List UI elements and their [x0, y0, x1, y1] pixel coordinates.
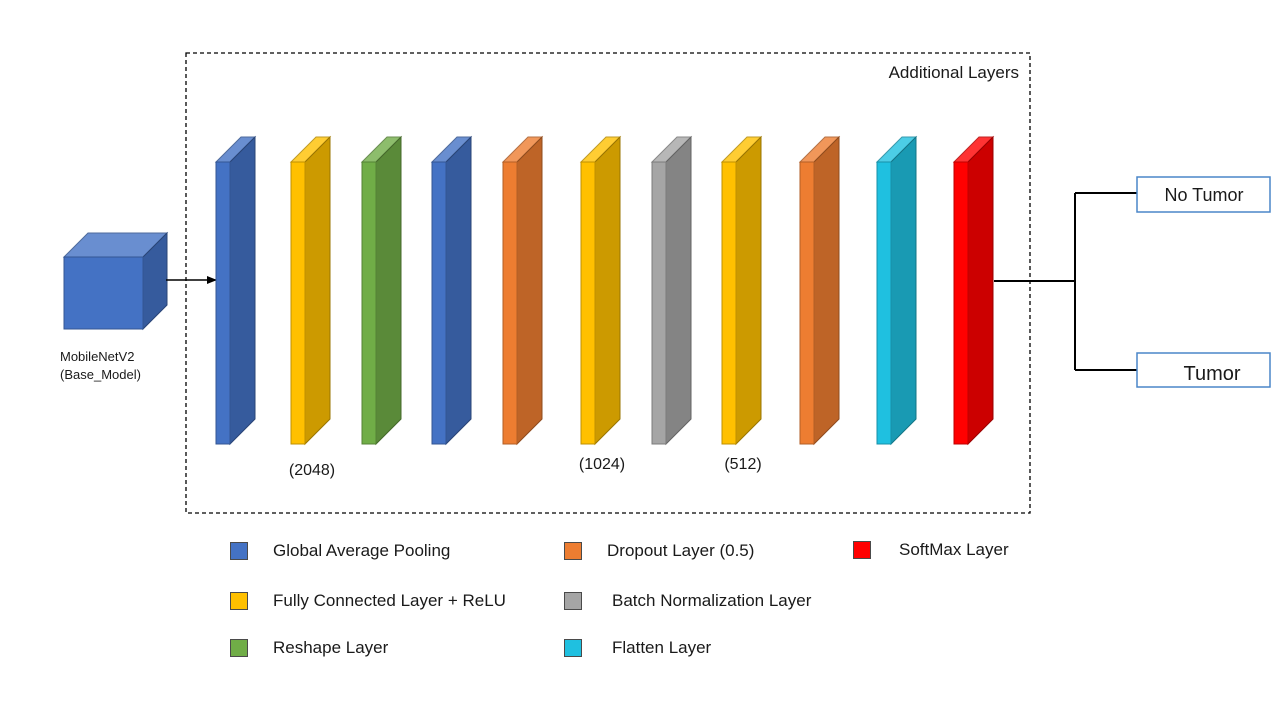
layer-5-side-face: [516, 135, 543, 446]
layer-10-front-face: [876, 161, 892, 445]
output-no-tumor-box: [1136, 176, 1271, 213]
layer-9-front-face: [799, 161, 815, 445]
layer-stack: (2048) (1024) (512): [214, 135, 995, 479]
layer-10: [875, 135, 918, 446]
layer-6-front-face: [580, 161, 596, 445]
layer-1: [214, 135, 257, 446]
layer-8: [720, 135, 763, 446]
layer-9: [798, 135, 841, 446]
layer-1-front-face: [215, 161, 231, 445]
layer-10-side-face: [890, 135, 917, 446]
base-cube-front-face: [63, 256, 144, 330]
layer-11-front-face: [953, 161, 969, 445]
layer-3-front-face: [361, 161, 377, 445]
layer-4-side-face: [445, 135, 472, 446]
base-model-cube: [62, 231, 169, 331]
layer-1-side-face: [229, 135, 256, 446]
layer-2-size-label: (2048): [289, 462, 335, 479]
layer-6: [579, 135, 622, 446]
additional-layers-label: Additional Layers: [889, 63, 1019, 82]
layer-9-side-face: [813, 135, 840, 446]
layer-8-size-label: (512): [724, 456, 761, 473]
layer-7-side-face: [665, 135, 692, 446]
layer-7-front-face: [651, 161, 667, 445]
additional-layers-box: [185, 52, 1031, 514]
layer-2-front-face: [290, 161, 306, 445]
output-tumor-label: Tumor: [1183, 363, 1240, 385]
layer-8-front-face: [721, 161, 737, 445]
base-model-subtitle: (Base_Model): [60, 367, 141, 382]
output-tumor-box: [1136, 352, 1271, 388]
layer-6-side-face: [594, 135, 621, 446]
output-no-tumor-label: No Tumor: [1164, 185, 1243, 205]
layer-3-side-face: [375, 135, 402, 446]
layer-4: [430, 135, 473, 446]
layer-5-front-face: [502, 161, 518, 445]
layer-2: [289, 135, 332, 446]
layer-11: [952, 135, 995, 446]
base-model-name: MobileNetV2: [60, 349, 134, 364]
layer-8-side-face: [735, 135, 762, 446]
layer-11-side-face: [967, 135, 994, 446]
layer-3: [360, 135, 403, 446]
layer-7: [650, 135, 693, 446]
layer-6-size-label: (1024): [579, 456, 625, 473]
layer-2-side-face: [304, 135, 331, 446]
layer-4-front-face: [431, 161, 447, 445]
layer-5: [501, 135, 544, 446]
